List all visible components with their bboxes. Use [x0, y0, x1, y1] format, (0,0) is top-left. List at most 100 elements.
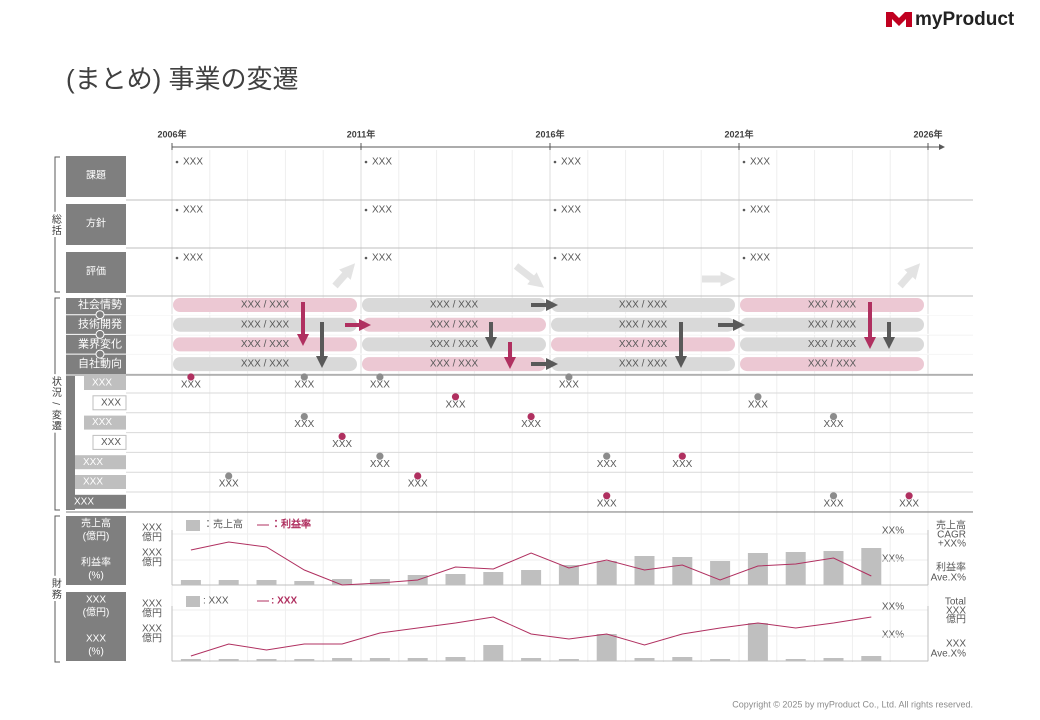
line-axis-label: XX%: [882, 630, 904, 641]
bar: [483, 645, 504, 661]
status-bar: [740, 357, 924, 372]
event-text: XXX: [899, 498, 919, 509]
event-text: XXX: [748, 399, 768, 410]
year-label: 2006年: [157, 128, 186, 139]
status-bar-text: XXX / XXX: [808, 319, 857, 330]
event-text: XXX: [823, 498, 843, 509]
status-bar-text: XXX / XXX: [430, 359, 479, 370]
event-text: XXX: [823, 419, 843, 430]
status-bar-text: XXX / XXX: [619, 319, 668, 330]
status-bar: [551, 317, 735, 332]
event-dot: [905, 492, 913, 500]
right-note: CAGR: [937, 530, 966, 541]
status-bar-text: XXX / XXX: [619, 359, 668, 370]
status-bar: [551, 298, 735, 312]
row-label-box: [66, 156, 126, 197]
event-text: XXX: [597, 498, 617, 509]
bar: [785, 659, 806, 661]
right-note: Ave.X%: [931, 573, 966, 584]
bar-axis-label: 億円: [142, 556, 162, 569]
year-label: 2016年: [535, 128, 564, 139]
bar-axis-label: XXX: [142, 548, 162, 559]
bar-axis-label: XXX: [142, 523, 162, 534]
finance-label: (億円): [83, 530, 110, 543]
status-bar: [362, 317, 546, 332]
status-link: [95, 329, 105, 339]
status-bar-text: XXX / XXX: [241, 359, 290, 370]
bar-axis-label: 億円: [142, 632, 162, 645]
event-label-box: [66, 494, 126, 509]
bar: [672, 657, 693, 661]
right-note: Ave.X%: [931, 649, 966, 660]
bullet: [742, 160, 746, 164]
row-label-box: [66, 252, 126, 293]
status-link: [95, 349, 105, 359]
bar: [294, 581, 315, 585]
right-note: 売上高: [936, 519, 966, 532]
event-text: XXX: [521, 419, 541, 430]
event-label: XXX: [101, 397, 121, 408]
event-dot: [527, 413, 535, 421]
legend-text: : XXX: [271, 596, 297, 607]
bullet-text: XXX: [372, 253, 392, 264]
bullet: [553, 160, 557, 164]
event-text: XXX: [181, 380, 201, 391]
bullet: [175, 256, 179, 260]
event-dot: [376, 373, 384, 381]
bullet: [175, 208, 179, 212]
section-label-bg: [48, 374, 63, 433]
bar: [483, 572, 504, 585]
legend-text: ：売上高: [203, 518, 243, 531]
finance-label: 売上高: [81, 517, 111, 530]
flow-arrows: [297, 299, 895, 370]
status-bar: [173, 298, 357, 312]
event-label: XXX: [83, 457, 103, 468]
bar: [521, 658, 542, 661]
bar: [634, 658, 655, 661]
status-bar-text: XXX / XXX: [808, 300, 857, 311]
finance-label: XXX: [86, 634, 106, 645]
bar-axis-label: XXX: [142, 624, 162, 635]
status-bar: [551, 337, 735, 352]
bar: [710, 659, 731, 661]
status-bar-text: XXX / XXX: [619, 300, 668, 311]
logo-text: myProduct: [915, 9, 1015, 30]
status-bar: [173, 317, 357, 332]
bar: [256, 659, 277, 661]
bullet: [553, 256, 557, 260]
logo: myProduct: [886, 9, 1015, 30]
row-label-box: [66, 204, 126, 245]
status-bar-text: XXX / XXX: [430, 300, 479, 311]
event-dot: [338, 432, 346, 440]
status-bar-text: XXX / XXX: [619, 339, 668, 350]
bar: [596, 634, 617, 661]
bar: [558, 565, 579, 585]
event-dot: [300, 413, 308, 421]
event-label-box: [84, 376, 126, 390]
bar: [785, 552, 806, 585]
bar: [407, 658, 428, 661]
bar: [180, 580, 201, 585]
event-text: XXX: [294, 380, 314, 391]
event-text: XXX: [370, 380, 390, 391]
bullet: [175, 160, 179, 164]
bullet-text: XXX: [372, 205, 392, 216]
event-tree-trunk: [66, 376, 75, 510]
legend-swatch: [186, 596, 200, 607]
event-dot: [451, 393, 460, 401]
event-label: XXX: [83, 477, 103, 488]
event-dot: [565, 373, 573, 381]
bullet: [364, 256, 368, 260]
right-note: Total: [945, 597, 966, 608]
event-text: XXX: [294, 419, 314, 430]
bar-axis-label: XXX: [142, 599, 162, 610]
year-label: 2021年: [724, 128, 753, 139]
event-text: XXX: [559, 380, 579, 391]
event-text: XXX: [370, 459, 390, 470]
bullet-text: XXX: [750, 253, 770, 264]
bar: [256, 580, 277, 585]
status-link: [95, 310, 105, 320]
section-label-bg: [48, 211, 63, 237]
bar: [823, 658, 844, 661]
event-label-box: [75, 455, 126, 470]
